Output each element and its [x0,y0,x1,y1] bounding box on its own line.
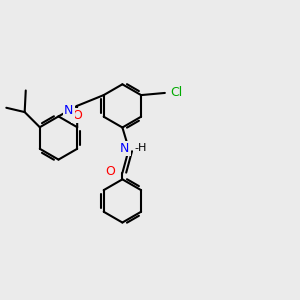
Text: O: O [72,109,82,122]
Text: N: N [64,104,74,117]
Text: Cl: Cl [170,86,182,99]
Text: O: O [105,165,115,178]
Text: N: N [120,142,130,155]
Text: -H: -H [134,143,147,154]
